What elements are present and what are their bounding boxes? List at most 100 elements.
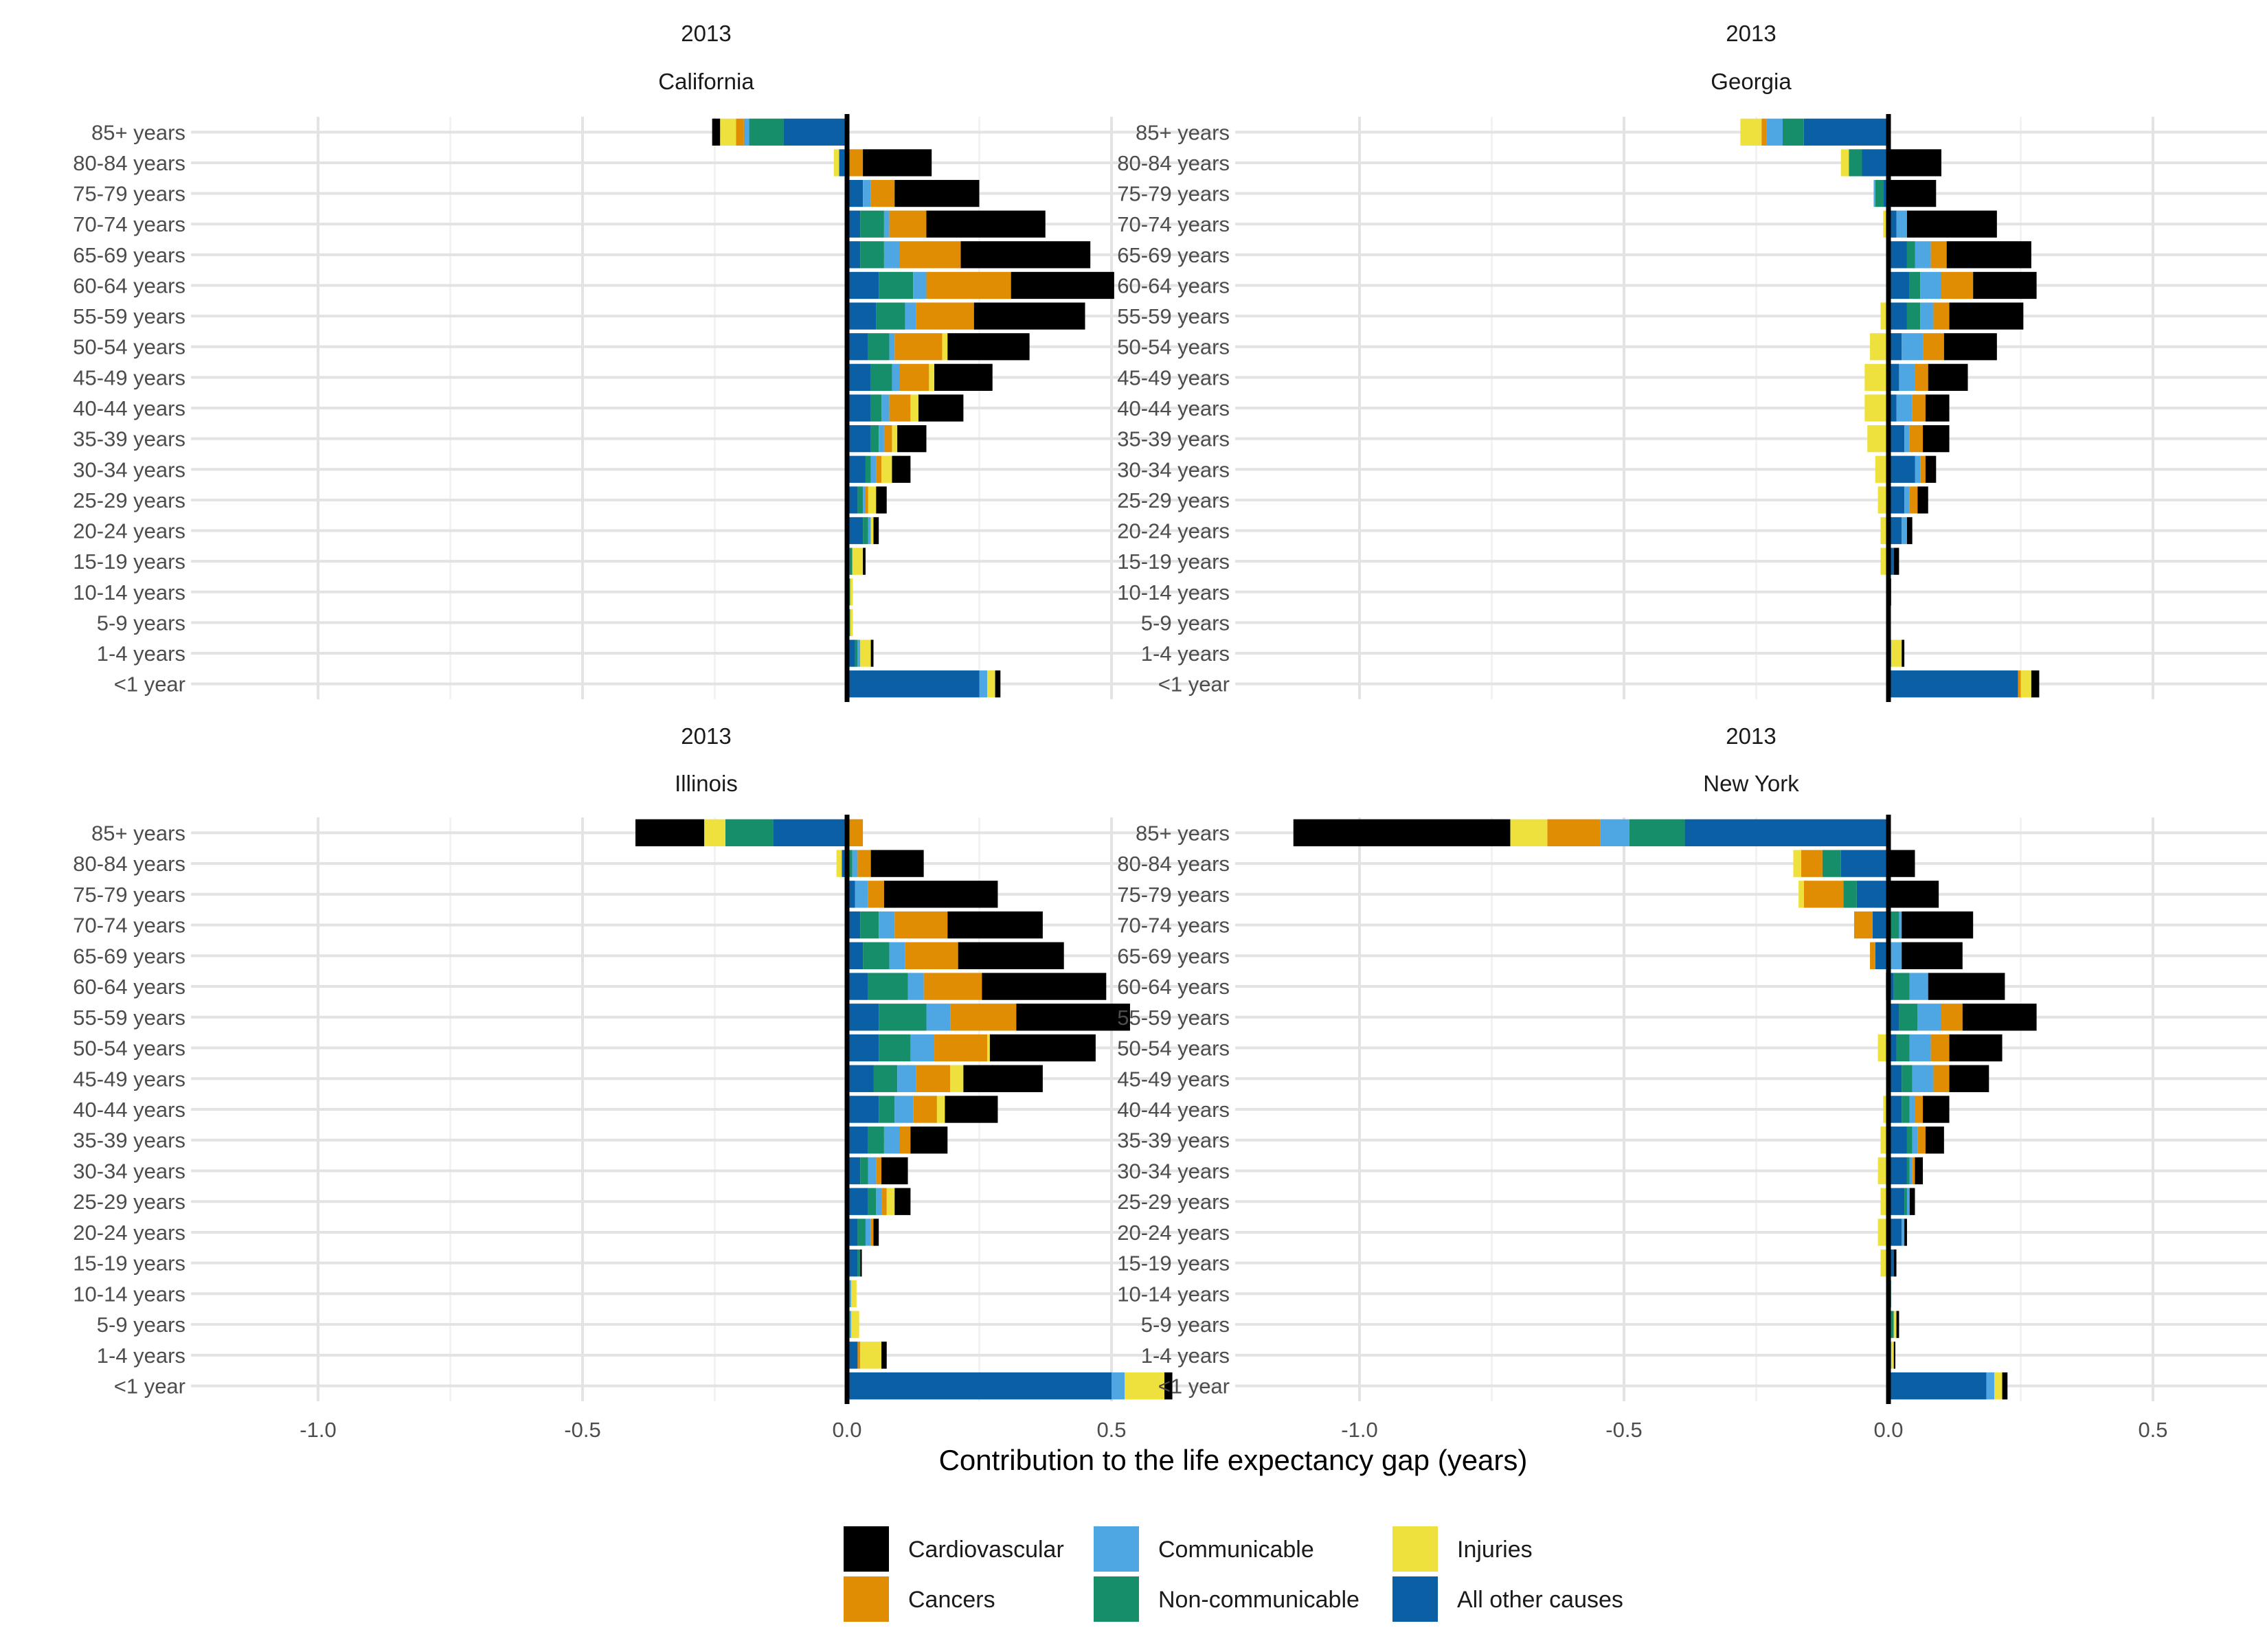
bar-segment-comm xyxy=(1600,819,1629,847)
bar-segment-cardio xyxy=(910,1127,948,1154)
bar-segment-comm xyxy=(849,1311,852,1338)
bar-segment-cardio xyxy=(1946,241,2031,269)
bar-segment-cardio xyxy=(712,118,721,146)
bar-segment-all_other xyxy=(1888,1188,1905,1215)
bar-segment-noncomm xyxy=(1906,1157,1910,1185)
age-group-label: 70-74 years xyxy=(73,212,185,236)
bar-segment-injuries xyxy=(1880,1127,1888,1154)
bar-segment-cardio xyxy=(2002,1372,2008,1400)
bar-segment-injuries xyxy=(1880,517,1888,545)
panel-year-label: 2013 xyxy=(1726,21,1776,46)
legend-item-all_other: All other causes xyxy=(1392,1576,1623,1622)
bar-segment-comm xyxy=(905,302,916,330)
x-axis-title: Contribution to the life expectancy gap … xyxy=(939,1444,1528,1476)
bar-segment-injuries xyxy=(1877,1034,1888,1062)
panel-bars xyxy=(712,118,1114,698)
bar-segment-cardio xyxy=(894,179,980,207)
bar-segment-injuries xyxy=(860,640,871,667)
bar-segment-cancers xyxy=(868,881,884,908)
bar-segment-all_other xyxy=(847,911,861,939)
bar-segment-injuries xyxy=(1880,1188,1888,1215)
bar-segment-noncomm xyxy=(860,210,884,238)
bar-segment-comm xyxy=(863,179,871,207)
bar-segment-noncomm xyxy=(1843,881,1857,908)
age-group-label: 55-59 years xyxy=(1117,1006,1230,1030)
bar-segment-injuries xyxy=(950,1065,964,1092)
age-group-label: 10-14 years xyxy=(1117,580,1230,604)
bar-segment-cancers xyxy=(1933,1065,1950,1092)
bar-segment-all_other xyxy=(1888,1372,1987,1400)
panel-bars xyxy=(1293,819,2037,1400)
bar-segment-comm xyxy=(897,1065,916,1092)
age-group-label: 70-74 years xyxy=(73,914,185,938)
bar-segment-cardio xyxy=(873,517,879,545)
age-group-label: <1 year xyxy=(114,672,185,697)
bar-segment-comm xyxy=(1888,942,1902,969)
bar-segment-noncomm xyxy=(868,1127,884,1154)
bar-segment-cardio xyxy=(1164,1372,1173,1400)
bar-segment-cancers xyxy=(1933,302,1950,330)
bar-segment-noncomm xyxy=(865,455,871,483)
bar-segment-comm xyxy=(894,1096,914,1123)
bar-segment-cardio xyxy=(1888,149,1941,177)
age-group-label: 50-54 years xyxy=(1117,335,1230,359)
bar-segment-cardio xyxy=(1888,850,1915,877)
bar-segment-noncomm xyxy=(860,1157,868,1185)
bar-segment-all_other xyxy=(847,1157,861,1185)
age-group-label: 15-19 years xyxy=(73,550,185,574)
bar-segment-comm xyxy=(913,271,927,299)
age-group-label: 75-79 years xyxy=(1117,883,1230,907)
bar-segment-noncomm xyxy=(1902,1065,1913,1092)
bar-segment-noncomm xyxy=(847,850,853,877)
bar-segment-all_other xyxy=(847,271,879,299)
bar-segment-all_other xyxy=(1888,517,1902,545)
bar-segment-all_other xyxy=(847,1065,874,1092)
bar-segment-noncomm xyxy=(1909,271,1921,299)
bar-segment-cancers xyxy=(857,850,871,877)
bar-segment-cancers xyxy=(1547,819,1601,847)
bar-segment-cardio xyxy=(897,425,927,453)
legend-item-comm: Communicable xyxy=(1094,1526,1314,1572)
bar-segment-cardio xyxy=(1906,210,1997,238)
bar-segment-all_other xyxy=(847,1004,879,1031)
bar-segment-injuries xyxy=(929,363,935,392)
age-group-label: 55-59 years xyxy=(73,1006,185,1030)
bar-segment-comm xyxy=(1766,118,1783,146)
bar-segment-noncomm xyxy=(870,425,879,453)
bar-segment-injuries xyxy=(987,1034,990,1062)
bar-segment-noncomm xyxy=(1822,850,1841,877)
x-tick-label: -0.5 xyxy=(1605,1418,1642,1442)
bar-segment-comm xyxy=(1902,1219,1905,1246)
bar-segment-cancers xyxy=(736,118,744,146)
bar-segment-cardio xyxy=(892,455,911,483)
age-group-label: 5-9 years xyxy=(1141,611,1230,635)
bar-segment-cardio xyxy=(1923,1096,1950,1123)
bar-segment-comm xyxy=(876,1188,882,1215)
age-group-label: 65-69 years xyxy=(73,944,185,968)
bar-segment-comm xyxy=(870,455,877,483)
bar-segment-cancers xyxy=(889,210,927,238)
bar-segment-injuries xyxy=(1880,1249,1888,1277)
panel-illinois: 2013 Illinois 85+ years 80-84 years 75-79 ye… xyxy=(73,723,1221,1442)
bar-segment-cancers xyxy=(926,271,1011,299)
bar-segment-noncomm xyxy=(1888,911,1899,939)
panel-year-label: 2013 xyxy=(681,723,731,749)
bar-segment-cancers xyxy=(934,1034,988,1062)
bar-segment-injuries xyxy=(987,670,995,698)
bar-segment-cardio xyxy=(1943,333,1997,361)
age-group-label: 30-34 years xyxy=(73,457,185,482)
bar-segment-cardio xyxy=(1973,271,2037,299)
legend-item-cancers: Cancers xyxy=(844,1576,995,1622)
age-group-label: 85+ years xyxy=(91,821,185,845)
bar-segment-noncomm xyxy=(725,819,774,847)
panel-year-label: 2013 xyxy=(681,21,731,46)
bar-segment-noncomm xyxy=(1899,1004,1918,1031)
bar-segment-all_other xyxy=(847,1249,858,1277)
age-group-label: 5-9 years xyxy=(97,611,185,635)
bar-segment-cardio xyxy=(2031,670,2040,698)
bar-segment-cardio xyxy=(1893,547,1899,575)
bar-segment-all_other xyxy=(1888,670,2018,698)
panel-state-label: California xyxy=(658,69,754,94)
bar-segment-injuries xyxy=(1870,333,1888,361)
age-group-label: 25-29 years xyxy=(73,1190,185,1214)
